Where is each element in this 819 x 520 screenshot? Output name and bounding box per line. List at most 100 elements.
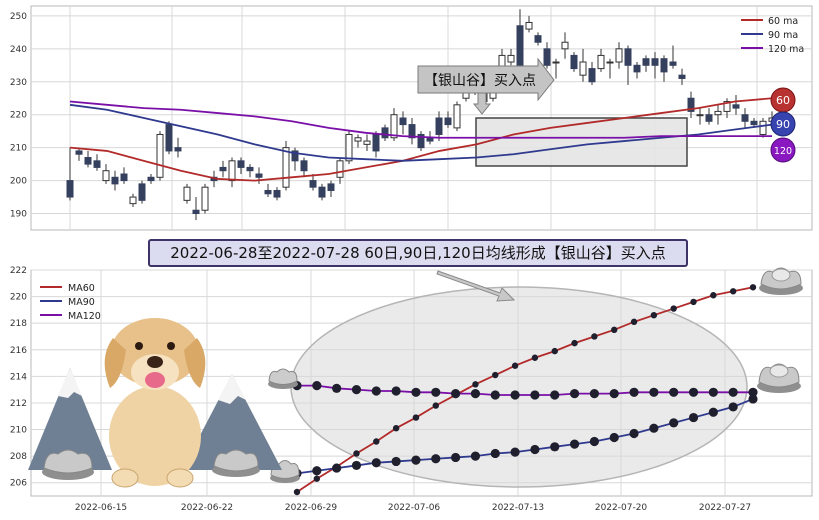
y-tick-label-1: 230 <box>10 78 27 88</box>
point-ma60 <box>650 312 658 319</box>
candle-body <box>750 120 758 126</box>
candle-body <box>705 114 713 122</box>
y-tick-label-1: 240 <box>10 45 27 55</box>
point-ma90 <box>451 452 461 463</box>
badge-90 <box>770 111 796 137</box>
candle-body <box>453 104 461 129</box>
point-ma60 <box>690 298 697 306</box>
point-ma90 <box>748 394 758 404</box>
point-ma90 <box>530 444 540 455</box>
candle-body <box>102 170 110 182</box>
x-tick-label-2: 2022-07-13 <box>492 503 544 513</box>
candle-body <box>444 117 452 126</box>
y-tick-label-2: 210 <box>10 426 27 436</box>
candle-body <box>363 140 371 145</box>
callout: 【银山谷】买入点 <box>417 57 555 115</box>
point-ma120 <box>569 389 580 399</box>
silver-ingot-icon <box>268 368 298 389</box>
candle-body <box>696 114 704 117</box>
x-tick-label-2: 2022-06-22 <box>181 503 233 513</box>
candle-body <box>75 150 83 155</box>
candle-body <box>93 160 101 168</box>
candle-body <box>534 35 542 43</box>
point-ma60 <box>333 463 340 470</box>
point-ma90 <box>629 428 639 439</box>
candle-body <box>678 74 686 79</box>
point-ma120 <box>292 381 302 391</box>
candle-body <box>192 209 200 215</box>
callout-shape <box>417 57 555 102</box>
candle-body <box>381 127 389 139</box>
badge-120 <box>770 137 796 163</box>
y-tick-label-2: 206 <box>10 479 27 489</box>
candle-body <box>246 166 254 172</box>
candle-body <box>165 124 173 152</box>
silver-ingot-icon <box>212 449 260 477</box>
candle-body <box>354 137 362 142</box>
badge-60-label: 60 <box>776 94 790 107</box>
point-ma120 <box>589 389 599 399</box>
candle-body <box>606 61 614 64</box>
candle-body <box>282 147 290 188</box>
point-ma90 <box>550 442 560 452</box>
candle-body <box>543 48 551 66</box>
candle-body <box>669 61 677 66</box>
badge-120-label: 120 <box>774 146 792 157</box>
y-tick-label-2: 218 <box>10 319 27 329</box>
point-ma90 <box>312 466 322 476</box>
series-line-ma90 <box>296 398 754 475</box>
point-ma60 <box>551 347 558 355</box>
point-ma120 <box>371 386 381 396</box>
point-ma90 <box>688 412 699 423</box>
point-ma120 <box>451 389 461 399</box>
ma120-line <box>69 100 772 139</box>
ma-badges: 60 90 120 <box>770 87 796 163</box>
point-ma120 <box>649 387 659 397</box>
candlestick-chart: 190 200 210 220 230 240 250 【银山谷】买入点 60 ma 90 … <box>10 5 813 231</box>
callout-text: 【银山谷】买入点 <box>424 73 536 89</box>
candle-body <box>525 21 533 30</box>
point-ma120 <box>708 387 718 397</box>
point-ma90 <box>728 402 738 412</box>
candle-body <box>228 160 236 182</box>
point-ma120 <box>351 385 362 395</box>
candle-body <box>408 124 416 139</box>
ma60-line <box>69 97 773 182</box>
x-tick-label-2: 2022-06-15 <box>75 503 127 513</box>
point-ma120 <box>609 389 619 399</box>
point-ma90 <box>609 432 619 443</box>
candle-body <box>516 25 524 70</box>
legend-1-ma120: 120 ma <box>768 44 804 55</box>
candle-body <box>291 150 299 162</box>
candle-body <box>372 133 380 152</box>
candle-body <box>138 183 146 201</box>
series-line-ma60 <box>296 286 754 493</box>
point-ma60 <box>432 402 439 409</box>
y-tick-label-1: 210 <box>10 144 27 154</box>
candle-body <box>336 160 344 178</box>
y-tick-label-2: 208 <box>10 452 27 462</box>
x-tick-label-2: 2022-07-27 <box>699 503 751 513</box>
callout-pointer <box>472 92 492 115</box>
y-tick-label-2: 212 <box>10 399 27 409</box>
candle-body <box>417 133 425 149</box>
candle-body <box>687 97 695 112</box>
candle-body <box>732 104 740 109</box>
y-tick-label-1: 250 <box>10 12 27 22</box>
candle-body <box>174 147 182 152</box>
candle-body <box>327 183 335 191</box>
point-ma60 <box>492 371 499 379</box>
candle-body <box>399 117 407 126</box>
legend-2: MA60 MA90 MA120 <box>40 283 101 322</box>
candle-body <box>579 61 587 76</box>
point-ma90 <box>470 451 481 461</box>
point-ma90 <box>569 439 580 449</box>
silver-ingot-icon <box>42 449 94 480</box>
point-ma90 <box>669 418 679 428</box>
valley-box <box>475 117 688 167</box>
candle-body <box>759 120 767 135</box>
point-ma60 <box>571 339 578 347</box>
point-ma60 <box>630 318 638 326</box>
point-ma90 <box>708 407 718 417</box>
point-ma120 <box>391 386 401 396</box>
